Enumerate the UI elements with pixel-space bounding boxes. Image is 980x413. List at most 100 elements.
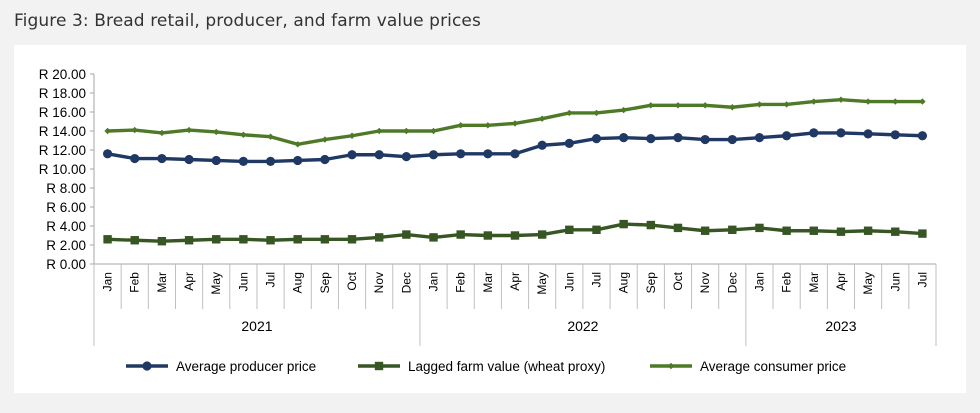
y-tick-label: R 18.00 — [39, 86, 86, 101]
y-tick-label: R 8.00 — [46, 181, 86, 196]
data-point-series-1 — [157, 237, 167, 246]
data-point-series-2 — [294, 141, 301, 148]
data-point-series-0 — [401, 152, 411, 162]
data-point-series-1 — [456, 230, 465, 239]
y-tick-label: R 12.00 — [39, 143, 86, 158]
data-point-series-0 — [211, 155, 221, 166]
line-chart: R 0.00 R 2.00 R 4.00 R 6.00 R 8.00 R 10.00 R 1… — [39, 67, 937, 374]
x-tick-label: Feb — [128, 272, 142, 293]
data-point-series-0 — [374, 150, 384, 160]
data-point-series-0 — [238, 156, 248, 166]
data-point-series-2 — [185, 126, 193, 134]
y-tick-label: R 2.00 — [46, 238, 86, 253]
data-point-series-1 — [429, 233, 438, 242]
data-point-series-2 — [131, 126, 138, 134]
data-point-series-0 — [428, 150, 439, 160]
data-point-series-2 — [674, 102, 682, 109]
x-tick-label: Sep — [318, 272, 332, 294]
x-tick-label: Dec — [725, 272, 739, 293]
legend-label: Lagged farm value (wheat proxy) — [408, 359, 605, 374]
legend-label: Average producer price — [176, 359, 316, 374]
y-tick-label: R 10.00 — [39, 162, 86, 177]
data-point-series-1 — [728, 225, 737, 234]
data-point-series-1 — [320, 235, 330, 244]
x-tick-label: Apr — [508, 272, 522, 291]
y-tick-label: R 0.00 — [46, 257, 86, 272]
x-tick-label: Feb — [454, 272, 468, 293]
data-point-series-0 — [320, 154, 330, 165]
data-point-series-2 — [919, 98, 926, 105]
data-point-series-2 — [348, 132, 356, 139]
year-label: 2022 — [567, 318, 598, 334]
data-point-series-0 — [184, 154, 194, 165]
data-point-series-2 — [403, 127, 410, 135]
data-point-series-2 — [620, 106, 627, 114]
data-point-series-1 — [673, 223, 683, 233]
data-point-series-0 — [483, 149, 493, 159]
data-point-series-0 — [863, 129, 873, 139]
data-point-series-1 — [537, 230, 547, 239]
data-point-series-0 — [130, 153, 140, 164]
x-tick-label: Jan — [752, 272, 766, 291]
x-tick-label: Jan — [427, 272, 441, 291]
y-tick-label: R 4.00 — [46, 219, 86, 234]
data-point-series-0 — [782, 131, 792, 141]
x-tick-label: Apr — [834, 272, 848, 291]
legend-swatch-marker — [667, 362, 675, 370]
x-tick-label: Feb — [780, 272, 794, 293]
data-point-series-1 — [483, 231, 493, 240]
data-point-series-0 — [727, 134, 737, 145]
data-point-series-2 — [837, 96, 845, 103]
data-point-series-1 — [863, 226, 873, 235]
x-tick-label: Dec — [399, 272, 413, 293]
data-point-series-1 — [266, 236, 275, 245]
data-point-series-2 — [593, 109, 600, 117]
data-point-series-1 — [918, 229, 927, 238]
legend-label: Average consumer price — [700, 359, 846, 374]
x-tick-label: Jul — [589, 272, 603, 287]
data-point-series-0 — [510, 149, 520, 159]
x-tick-label: Aug — [291, 272, 305, 293]
x-tick-label: Apr — [182, 272, 196, 291]
data-point-series-1 — [755, 223, 764, 233]
x-tick-label: Nov — [698, 272, 712, 293]
x-tick-label: Sep — [644, 272, 658, 294]
data-point-series-1 — [103, 235, 112, 244]
data-point-series-0 — [619, 133, 629, 143]
data-point-series-0 — [754, 133, 765, 143]
data-point-series-2 — [701, 102, 709, 109]
year-label: 2023 — [825, 318, 856, 334]
data-point-series-1 — [809, 226, 818, 235]
data-point-series-2 — [321, 136, 329, 143]
data-point-series-2 — [538, 115, 546, 122]
x-tick-label: Jun — [562, 272, 576, 291]
data-point-series-2 — [566, 109, 573, 117]
data-point-series-2 — [647, 102, 655, 109]
figure-title: Figure 3: Bread retail, producer, and fa… — [14, 11, 481, 31]
y-tick-label: R 16.00 — [39, 105, 86, 120]
chart-panel: R 0.00 R 2.00 R 4.00 R 6.00 R 8.00 R 10.00 R 1… — [14, 45, 966, 393]
data-point-series-0 — [591, 134, 602, 144]
data-point-series-2 — [729, 104, 736, 111]
data-point-series-1 — [700, 226, 710, 235]
x-tick-label: Aug — [617, 272, 631, 293]
legend-swatch-marker — [374, 361, 384, 371]
x-tick-label: Mar — [481, 272, 495, 293]
x-tick-label: Mar — [155, 272, 169, 293]
x-tick-label: May — [209, 272, 223, 295]
x-tick-label: Jul — [264, 272, 278, 287]
y-tick-label: R 6.00 — [46, 200, 86, 215]
data-point-series-2 — [864, 98, 872, 105]
y-tick-label: R 14.00 — [39, 124, 86, 139]
data-point-series-2 — [892, 98, 899, 105]
x-tick-label: Oct — [671, 271, 685, 290]
data-point-series-2 — [484, 122, 492, 129]
data-point-series-2 — [240, 131, 247, 138]
x-tick-label: Jun — [236, 272, 250, 291]
data-point-series-1 — [646, 220, 656, 230]
data-point-series-1 — [836, 227, 846, 236]
data-point-series-0 — [293, 155, 303, 166]
data-point-series-0 — [836, 128, 846, 138]
data-point-series-2 — [756, 101, 763, 108]
data-point-series-0 — [265, 156, 276, 166]
